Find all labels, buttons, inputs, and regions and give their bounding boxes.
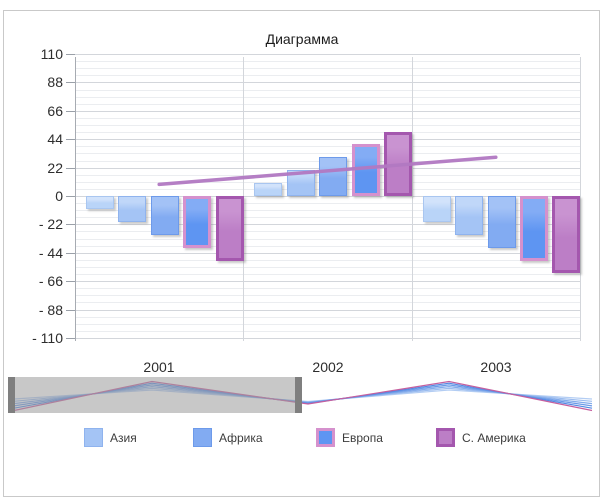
category-label: 2002 [312,359,344,375]
bar-2003-series-2[interactable] [487,196,516,248]
legend-label: Европа [342,430,383,445]
legend-item-Европа[interactable]: Европа [316,428,383,447]
minor-gridline [75,317,580,318]
major-gridline [75,253,580,254]
minor-gridline [75,68,580,69]
minor-gridline [75,231,580,232]
minor-gridline [75,274,580,275]
major-gridline [75,338,580,339]
bar-2002-series-1[interactable] [286,170,315,196]
minor-gridline [75,217,580,218]
minor-gridline [75,260,580,261]
y-axis-tick-label: 110 [40,46,63,62]
y-axis-tick-label: - 44 [38,245,63,261]
major-gridline [75,111,580,112]
y-axis-tick [66,224,75,225]
minor-gridline [75,324,580,325]
minor-gridline [75,295,580,296]
minor-gridline [75,132,580,133]
legend-swatch [193,428,212,447]
category-label: 2003 [480,359,512,375]
minor-gridline [75,125,580,126]
y-axis-tick-label: 44 [47,131,63,147]
legend-item-Азия[interactable]: Азия [84,428,137,447]
y-axis-tick-label: 66 [47,103,63,119]
y-axis-tick-label: - 110 [32,330,63,346]
y-axis-tick-label: - 22 [38,216,63,232]
y-axis-tick-label: 88 [47,74,63,90]
bar-2002-series-3[interactable] [351,144,380,196]
bar-2002-series-0[interactable] [254,183,283,196]
legend-item-Африка[interactable]: Африка [193,428,263,447]
y-axis-tick-label: 22 [47,160,63,176]
plot-right-border [580,57,581,341]
minor-gridline [75,61,580,62]
bar-2002-series-2[interactable] [319,157,348,196]
minor-gridline [75,302,580,303]
major-gridline [75,224,580,225]
minor-gridline [75,97,580,98]
y-axis-tick-label: - 66 [38,273,63,289]
legend-swatch [84,428,103,447]
y-axis-tick-label: 0 [55,188,63,204]
minor-gridline [75,288,580,289]
y-axis-tick-label: - 88 [38,302,63,318]
legend-label: Африка [219,430,263,445]
minor-gridline [75,75,580,76]
y-axis-tick [66,54,75,55]
minor-gridline [75,104,580,105]
y-axis-tick [66,338,75,339]
y-axis-tick [66,196,75,197]
bar-2003-series-3[interactable] [519,196,548,261]
navigator-handle-left[interactable] [8,377,15,413]
bar-2001-series-1[interactable] [118,196,147,222]
bar-2001-series-4[interactable] [215,196,244,261]
minor-gridline [75,267,580,268]
legend-swatch [436,428,455,447]
major-gridline [75,82,580,83]
bar-2001-series-0[interactable] [86,196,114,209]
y-axis-tick [66,253,75,254]
minor-gridline [75,246,580,247]
y-axis-tick [66,281,75,282]
minor-gridline [75,239,580,240]
y-axis-tick [66,310,75,311]
y-axis-tick [66,111,75,112]
legend-swatch [316,428,335,447]
bar-2003-series-0[interactable] [422,196,451,222]
navigator-selection-box[interactable] [8,377,302,413]
minor-gridline [75,210,580,211]
bar-2002-series-4[interactable] [383,131,412,196]
y-axis-line [75,57,76,341]
minor-gridline [75,90,580,91]
minor-gridline [75,153,580,154]
bar-2003-series-1[interactable] [455,196,484,235]
major-gridline [75,281,580,282]
y-axis-tick [66,139,75,140]
legend-label: С. Америка [462,430,526,445]
bar-2001-series-2[interactable] [150,196,179,235]
category-label: 2001 [143,359,175,375]
minor-gridline [75,146,580,147]
bar-2001-series-3[interactable] [183,196,212,248]
legend-label: Азия [110,430,137,445]
major-gridline [75,196,580,197]
y-axis-tick [66,82,75,83]
bar-2003-series-4[interactable] [552,196,581,274]
major-gridline [75,310,580,311]
minor-gridline [75,118,580,119]
major-gridline [75,54,580,55]
minor-gridline [75,203,580,204]
y-axis-tick [66,168,75,169]
category-divider [412,57,413,341]
navigator-handle-right[interactable] [295,377,302,413]
major-gridline [75,139,580,140]
legend-item-С. Америка[interactable]: С. Америка [436,428,526,447]
chart-title: Диаграмма [265,31,339,47]
minor-gridline [75,331,580,332]
